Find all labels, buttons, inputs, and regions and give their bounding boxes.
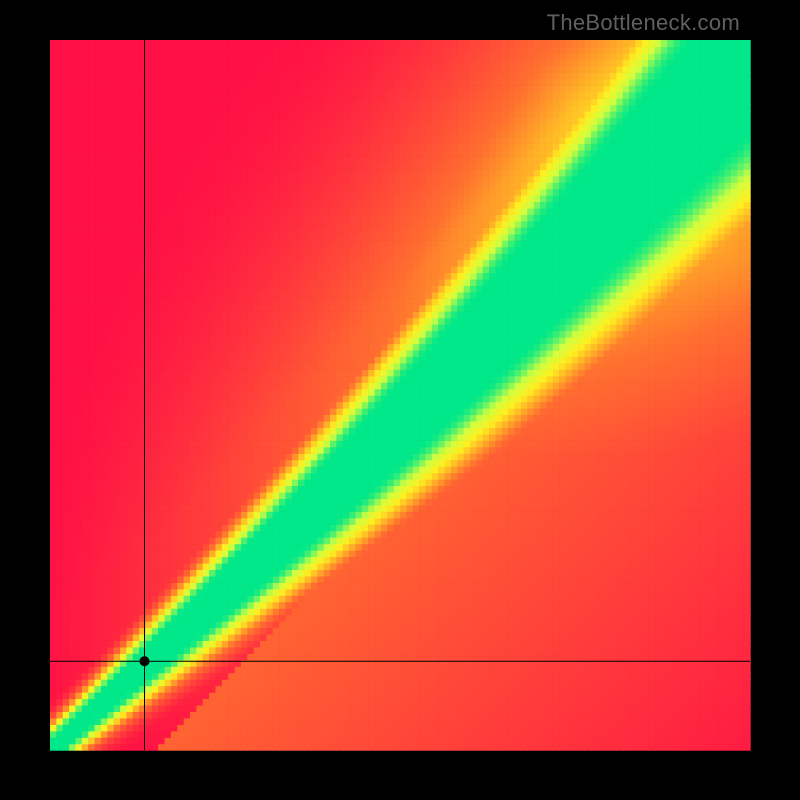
chart-container: TheBottleneck.com: [0, 0, 800, 800]
watermark-text: TheBottleneck.com: [547, 10, 740, 36]
bottleneck-heatmap: [0, 0, 800, 800]
